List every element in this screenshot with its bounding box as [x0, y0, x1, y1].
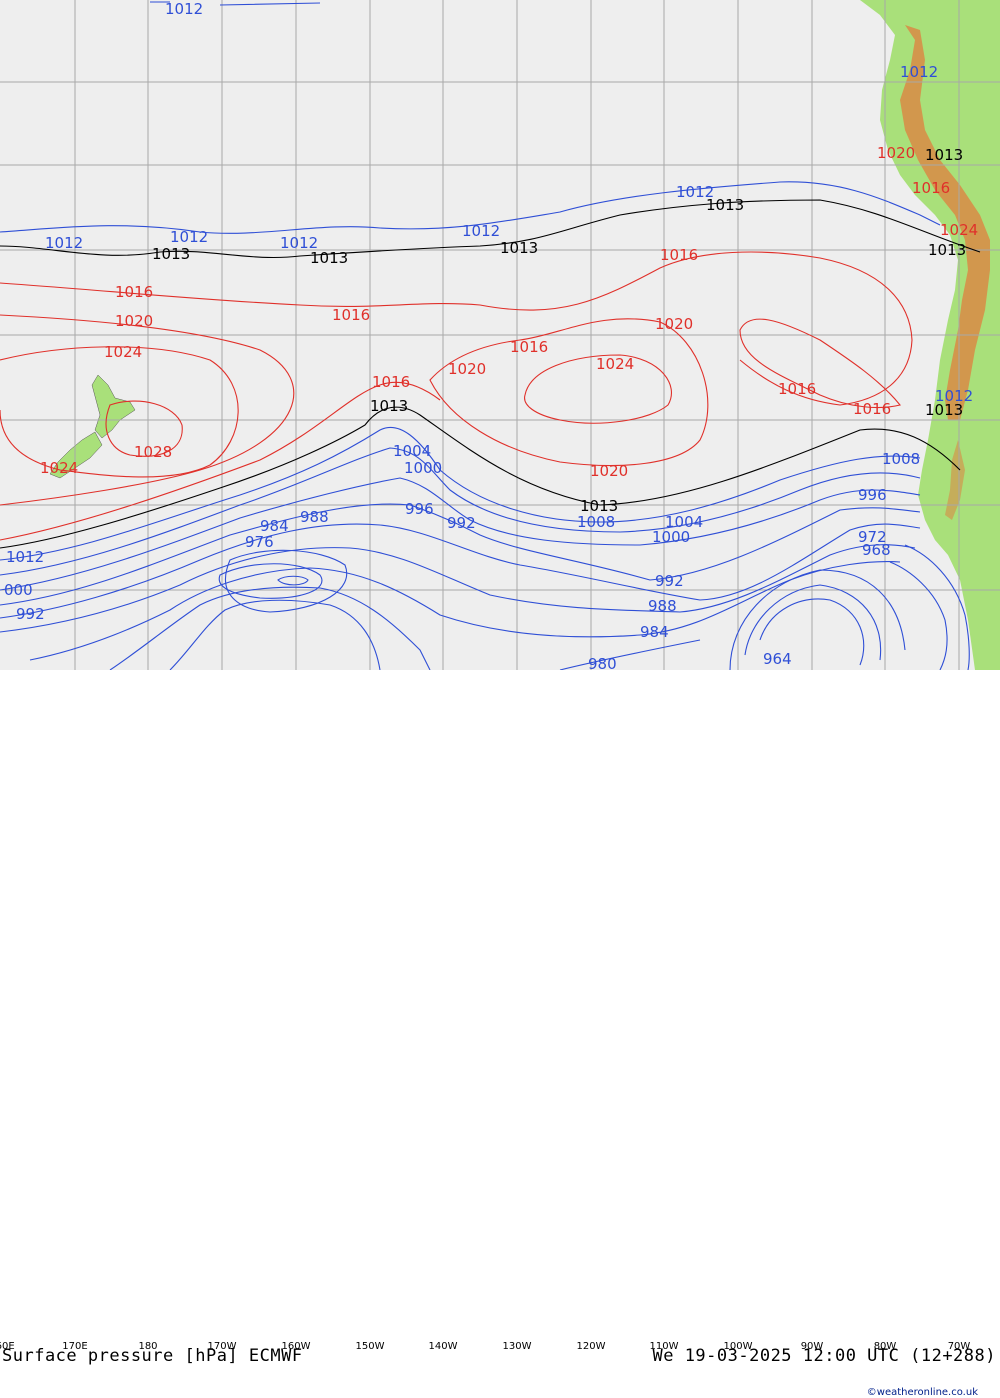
lon-label: 150W — [355, 1341, 385, 1352]
isobar-label: 1028 — [134, 443, 172, 461]
isobar-label: 984 — [640, 623, 669, 641]
isobar-label: 1004 — [665, 513, 703, 531]
isobar-label: 980 — [588, 655, 617, 670]
forecast-time: We 19-03-2025 12:00 UTC (12+288) — [652, 1346, 996, 1366]
isobar-label: 1013 — [310, 249, 348, 267]
isobar-label: 1012 — [280, 234, 318, 252]
isobar-label: 996 — [858, 486, 887, 504]
isobar-label: 1016 — [372, 373, 410, 391]
isobar-label: 1013 — [925, 146, 963, 164]
isobar-label: 1012 — [676, 183, 714, 201]
isobar-label: 1016 — [853, 400, 891, 418]
footer: 160E 170E 180 170W 160W 150W 140W 130W 1… — [0, 670, 1000, 1398]
isobar-label: 1020 — [655, 315, 693, 333]
isobar-label: 988 — [648, 597, 677, 615]
lon-label: 130W — [502, 1341, 532, 1352]
lon-label: 120W — [576, 1341, 606, 1352]
isobar-label: 1020 — [448, 360, 486, 378]
isobar-label: 1012 — [45, 234, 83, 252]
graticule — [0, 0, 1000, 670]
isobar-label: 1020 — [877, 144, 915, 162]
isobar-label: 1016 — [660, 246, 698, 264]
isobar-label: 1020 — [590, 462, 628, 480]
isobar-label: 968 — [862, 541, 891, 559]
isobar-label: 988 — [300, 508, 329, 526]
isobars — [0, 1, 981, 670]
isobar-label: 992 — [447, 514, 476, 532]
lon-label: 140W — [428, 1341, 458, 1352]
isobar-label: 1020 — [115, 312, 153, 330]
isobar-label: 1016 — [778, 380, 816, 398]
isobar-label: 1000 — [404, 459, 442, 477]
isobar-label: 1013 — [706, 196, 744, 214]
isobar-label: 1024 — [104, 343, 142, 361]
isobar-label: 1012 — [935, 387, 973, 405]
isobar-label: 1008 — [882, 450, 920, 468]
isobar-label: 1024 — [40, 459, 78, 477]
isobar-label: 1013 — [370, 397, 408, 415]
isobar-label: 1013 — [580, 497, 618, 515]
isobar-label: 1004 — [393, 442, 431, 460]
isobar-label: 964 — [763, 650, 792, 668]
isobar-label: 1016 — [510, 338, 548, 356]
isobar-label: 976 — [245, 533, 274, 551]
isobar-label: 1016 — [115, 283, 153, 301]
isobar-label: 1012 — [170, 228, 208, 246]
pressure-map: 1012 1012 1012 1012 1012 1012 1013 1013 … — [0, 0, 1000, 670]
isobar-label: 972 — [858, 528, 887, 546]
isobar-label: 984 — [260, 517, 289, 535]
isobar-label: 1024 — [596, 355, 634, 373]
isobar-label: 1000 — [652, 528, 690, 546]
isobar-label: 996 — [405, 500, 434, 518]
isobar-label: 1008 — [577, 513, 615, 531]
isobar-label: 1012 — [6, 548, 44, 566]
isobar-labels: 1012 1012 1012 1012 1012 1012 1013 1013 … — [4, 0, 978, 670]
south-america-landmass — [860, 0, 1000, 670]
isobar-label: 1012 — [900, 63, 938, 81]
isobar-label: 1016 — [332, 306, 370, 324]
map-title: Surface pressure [hPa] ECMWF — [2, 1346, 303, 1366]
isobar-label: 1012 — [165, 0, 203, 18]
isobar-label: 1012 — [462, 222, 500, 240]
credit-link[interactable]: ©weatheronline.co.uk — [866, 1387, 978, 1398]
isobar-label: 992 — [16, 605, 45, 623]
isobar-label: 1016 — [912, 179, 950, 197]
isobar-label: 000 — [4, 581, 33, 599]
new-zealand — [49, 374, 136, 479]
isobar-label: 1013 — [928, 241, 966, 259]
isobar-label: 992 — [655, 572, 684, 590]
isobar-label: 1024 — [940, 221, 978, 239]
isobar-label: 1013 — [925, 401, 963, 419]
isobar-label: 1013 — [152, 245, 190, 263]
isobar-label: 1013 — [500, 239, 538, 257]
